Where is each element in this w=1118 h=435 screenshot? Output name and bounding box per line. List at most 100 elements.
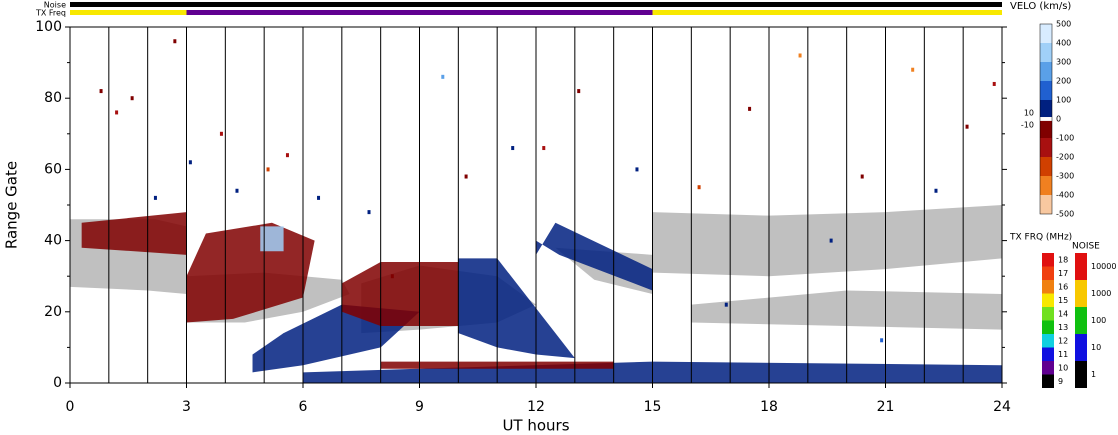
scatter-point xyxy=(285,153,289,158)
colorbar-tick-label: -300 xyxy=(1056,172,1074,181)
y-tick-label: 0 xyxy=(53,375,62,391)
x-tick-label: 9 xyxy=(415,399,424,415)
tx-band xyxy=(1042,334,1054,348)
y-tick-label: 60 xyxy=(44,161,62,177)
scatter-point xyxy=(235,188,239,193)
velocity-band xyxy=(1040,117,1052,121)
tx-band xyxy=(1042,280,1054,294)
scatter-point xyxy=(390,274,394,279)
y-tick-label: 100 xyxy=(35,19,62,35)
tx-band xyxy=(1042,307,1054,321)
velocity-band xyxy=(1040,195,1052,214)
colorbar-tick-label: 12 xyxy=(1058,336,1068,345)
velocity-band xyxy=(1040,157,1052,176)
colorbar-tick-label: 10 xyxy=(1091,343,1101,352)
colorbar-tick-label: 9 xyxy=(1058,377,1063,386)
scatter-point xyxy=(266,167,270,172)
scatter-region xyxy=(260,226,284,252)
scatter-point xyxy=(635,167,639,172)
scatter-point xyxy=(880,338,884,343)
tx-band xyxy=(1042,374,1054,388)
velocity-band xyxy=(1040,138,1052,157)
noise-band xyxy=(1075,334,1087,361)
colorbar-tick-label: 400 xyxy=(1056,39,1071,48)
scatter-point xyxy=(542,146,546,151)
scatter-point xyxy=(219,131,223,136)
colorbar-tick-label: -100 xyxy=(1056,134,1074,143)
scatter-point xyxy=(464,174,468,179)
scatter-region xyxy=(536,222,653,291)
colorbar-tick-label: -10 xyxy=(1021,120,1034,129)
x-tick-label: 15 xyxy=(644,399,662,415)
colorbar-tick-label: 1 xyxy=(1091,370,1096,379)
x-tick-label: 24 xyxy=(993,399,1011,415)
colorbar-tick-label: -200 xyxy=(1056,153,1074,162)
scatter-point xyxy=(115,110,119,115)
scatter-point xyxy=(798,53,802,58)
x-tick-label: 6 xyxy=(299,399,308,415)
scatter-point xyxy=(697,185,701,190)
colorbar-tick-label: 10 xyxy=(1058,363,1068,372)
colorbar-tick-label: 10000 xyxy=(1091,262,1116,271)
colorbar-tick-label: 17 xyxy=(1058,269,1068,278)
colorbar-tick-label: 0 xyxy=(1056,115,1061,124)
scatter-point xyxy=(992,81,996,86)
scatter-point xyxy=(188,160,192,165)
scatter-point xyxy=(173,39,177,44)
tx-band xyxy=(1042,347,1054,361)
scatter-point xyxy=(130,96,134,101)
noise-band xyxy=(1075,307,1087,334)
scatter-point xyxy=(441,74,445,79)
scatter-region xyxy=(458,258,575,359)
scatter-point xyxy=(860,174,864,179)
tx-band xyxy=(1042,266,1054,280)
velocity-band xyxy=(1040,120,1052,138)
x-axis-title: UT hours xyxy=(502,417,569,435)
tx-band xyxy=(1042,320,1054,334)
colorbar-tick-label: 16 xyxy=(1058,282,1068,291)
colorbar-tick-label: 18 xyxy=(1058,255,1068,264)
colorbar-tick-label: 500 xyxy=(1056,20,1071,29)
scatter-region xyxy=(341,261,459,327)
colorbar-tick-label: 200 xyxy=(1056,77,1071,86)
velocity-band xyxy=(1040,43,1052,62)
noise-colorbar-title: NOISE xyxy=(1072,242,1100,252)
scatter-point xyxy=(99,89,103,94)
scatter-point xyxy=(748,106,752,111)
colorbar-tick-label: 11 xyxy=(1058,350,1068,359)
scatter-point xyxy=(911,67,915,72)
x-tick-label: 21 xyxy=(877,399,895,415)
ground-scatter xyxy=(652,205,1002,277)
status-label: Noise xyxy=(44,1,66,10)
status-segment xyxy=(652,10,1002,15)
status-segment xyxy=(186,10,653,15)
scatter-point xyxy=(965,124,969,129)
scatter-point xyxy=(829,238,833,243)
noise-band xyxy=(1075,361,1087,388)
status-label: TX Freq xyxy=(35,9,66,18)
scatter-point xyxy=(511,146,515,151)
scatter-point xyxy=(317,195,321,200)
colorbar-tick-label: 1000 xyxy=(1091,289,1111,298)
colorbar-tick-label: 13 xyxy=(1058,323,1068,332)
scatter-point xyxy=(367,210,371,215)
colorbar-tick-label: -500 xyxy=(1056,210,1074,219)
colorbar-tick-label: 10 xyxy=(1024,109,1034,118)
status-segment xyxy=(70,10,187,15)
colorbar-frame xyxy=(1039,23,1053,215)
scatter-region xyxy=(81,212,187,255)
velocity-band xyxy=(1040,176,1052,195)
velocity-band xyxy=(1040,81,1052,100)
tx-colorbar-title: TX FRQ (MHz) xyxy=(1009,233,1072,243)
colorbar-tick-label: 100 xyxy=(1091,316,1106,325)
velocity-band xyxy=(1040,62,1052,81)
velocity-band xyxy=(1040,24,1052,43)
noise-band xyxy=(1075,280,1087,307)
colorbar-tick-label: -400 xyxy=(1056,191,1074,200)
colorbar-tick-label: 300 xyxy=(1056,58,1071,67)
status-segment xyxy=(70,2,1002,7)
x-tick-label: 0 xyxy=(66,399,75,415)
colorbar-tick-label: 14 xyxy=(1058,309,1068,318)
x-tick-label: 12 xyxy=(527,399,545,415)
